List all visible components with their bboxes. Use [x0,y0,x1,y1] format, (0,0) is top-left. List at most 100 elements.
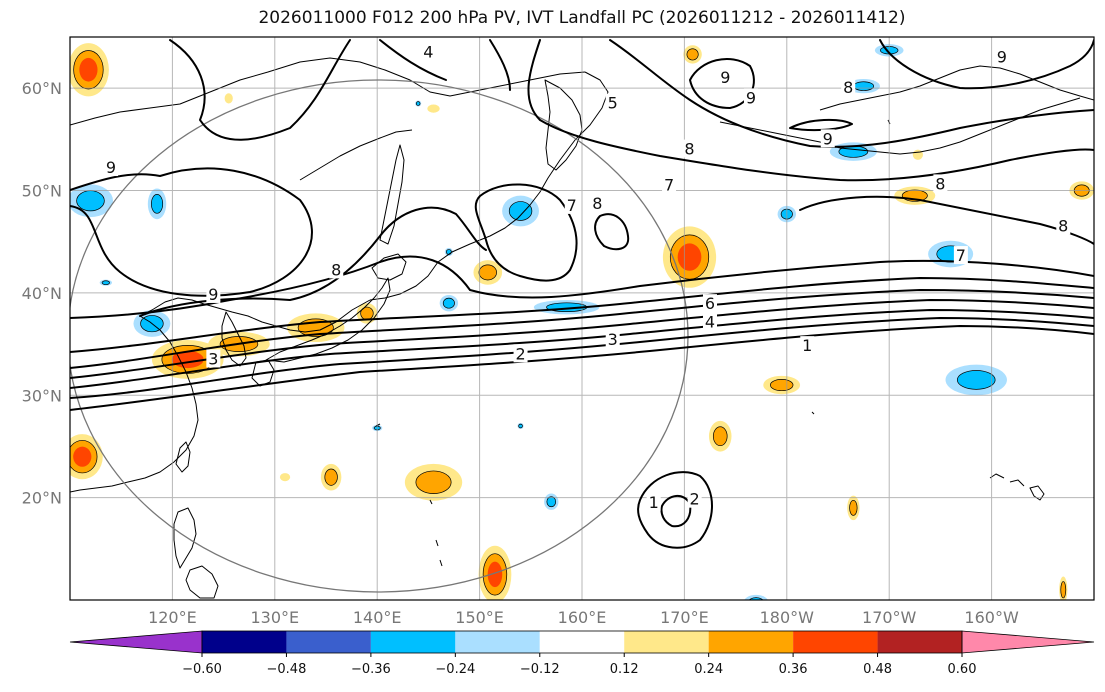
ivt-pc-blob [99,279,112,286]
contour-label: 8 [331,260,341,279]
lon-tick-label: 170°E [660,608,709,627]
pv-contour-4 [70,299,1094,379]
ivt-pc-level [912,149,923,160]
coastline-alaska [819,65,1094,111]
coastline-japan-kyushu [251,359,275,387]
contour-label-bg [206,349,221,368]
pv-contour-small-9 [789,118,853,132]
ivt-pc-blob [147,188,167,220]
ivt-pc-blob [544,493,559,510]
ivt-pc-blob [708,420,732,452]
contour-label-bg [820,129,835,148]
contour-label: 8 [935,174,945,193]
ivt-pc-level [442,297,455,309]
ivt-pc-blob [763,375,801,395]
contour-label: 9 [997,47,1007,66]
colorbar-segment [539,631,625,653]
contour-label: 9 [720,68,730,87]
colorbar-segment [370,631,456,653]
coastline-taiwan [175,441,191,473]
coastline-okhotsk-west [299,129,413,181]
ivt-pc-blob [415,100,422,107]
colorbar: −0.60 −0.48 −0.36 −0.24 −0.12 0.12 0.24 0.36 0.4… [69,630,1095,677]
lat-tick-label: 60°N [22,79,62,98]
pv-contour-1 [70,325,1094,411]
contour-label: 7 [956,246,966,265]
map-title: 2026011000 F012 200 hPa PV, IVT Landfall… [258,8,906,28]
contour-label-bg [718,67,733,86]
ivt-pc-level [1060,581,1067,599]
ivt-pc-level [546,496,557,508]
ivt-pc-level [279,473,291,482]
colorbar-segment [202,631,287,653]
contour-label: 1 [649,493,659,512]
lon-tick-label: 140°E [353,608,402,627]
lat-tick-label: 40°N [22,284,62,303]
contour-label: 8 [843,78,853,97]
ivt-pc-blob [478,545,512,600]
coastline-luzon [173,507,197,569]
contour-label-bg [662,175,677,194]
ivt-pc-blob [70,434,103,480]
pv-contour-2 [70,317,1094,399]
coastline-asia-east [369,71,609,301]
contour-label-bg [605,93,620,112]
colorbar-tick-label: −0.24 [435,662,475,677]
ivt-pc-blob [517,422,524,430]
contour-label-bg [841,78,856,97]
pv-contour-ridge-north [169,39,351,141]
lon-tick-label: 180°W [760,608,815,627]
colorbar-tick-label: 0.36 [779,662,808,677]
ivt-pc-level [415,101,421,106]
ivt-pc-level [712,426,728,447]
map-frame [69,36,1095,601]
pv-contour-tropical-outer [637,471,713,549]
pv-contour-north-edge [379,39,511,91]
contour-label: 2 [690,490,700,509]
ivt-pc-level [76,190,105,212]
ivt-pc-level [324,468,338,486]
ivt-pc-blob [945,364,1007,396]
ivt-pc-level [677,243,702,271]
pv-contour-north-east [609,39,1094,148]
ivt-pc-level [73,446,92,467]
colorbar-tick-label: −0.12 [520,662,560,677]
pv-contour-6 [70,277,1094,353]
islands-scattered [375,119,891,567]
ivt-pc-blob [70,43,109,97]
ivt-pc-blob [847,495,860,521]
ivt-pc-blob [912,149,923,160]
colorbar-tick-label: 0.24 [694,662,723,677]
contour-label: 3 [208,349,218,368]
colorbar-tick-label: −0.48 [267,662,307,677]
ivt-pc-level [151,194,164,214]
ivt-pc-level [748,597,764,600]
coastline-sakhalin [379,144,405,245]
pv-contour-alaska-loop [879,39,1094,90]
ivt-pc-blob [662,226,717,288]
contour-label-bg [564,195,579,214]
colorbar-segment [286,631,371,653]
colorbar-tick-label: 0.12 [610,662,639,677]
lat-tick-label: 30°N [22,386,62,405]
pv-contours [70,39,1094,549]
pv-contour-8-west [139,206,487,317]
coastline-japan-honshu [265,277,391,363]
colorbar-tick-label: −0.36 [351,662,391,677]
ivt-pc-level [487,561,503,588]
ivt-pc-blob [320,463,342,491]
contour-label: 4 [705,313,715,332]
contour-label-bg [682,139,697,158]
contour-label-bg [103,158,118,177]
ivt-pc-level [415,470,452,494]
contour-label-bg [206,284,221,303]
colorbar-tick-label: 0.60 [948,662,977,677]
contour-label-bg [953,246,968,265]
contour-label-bg [421,42,436,61]
contour-label: 8 [1058,216,1068,235]
ivt-pc-level [518,423,523,429]
colorbar-extend-low [69,630,203,654]
pv-contour-north-central [527,39,1094,182]
coastline-kamchatka [544,79,583,171]
